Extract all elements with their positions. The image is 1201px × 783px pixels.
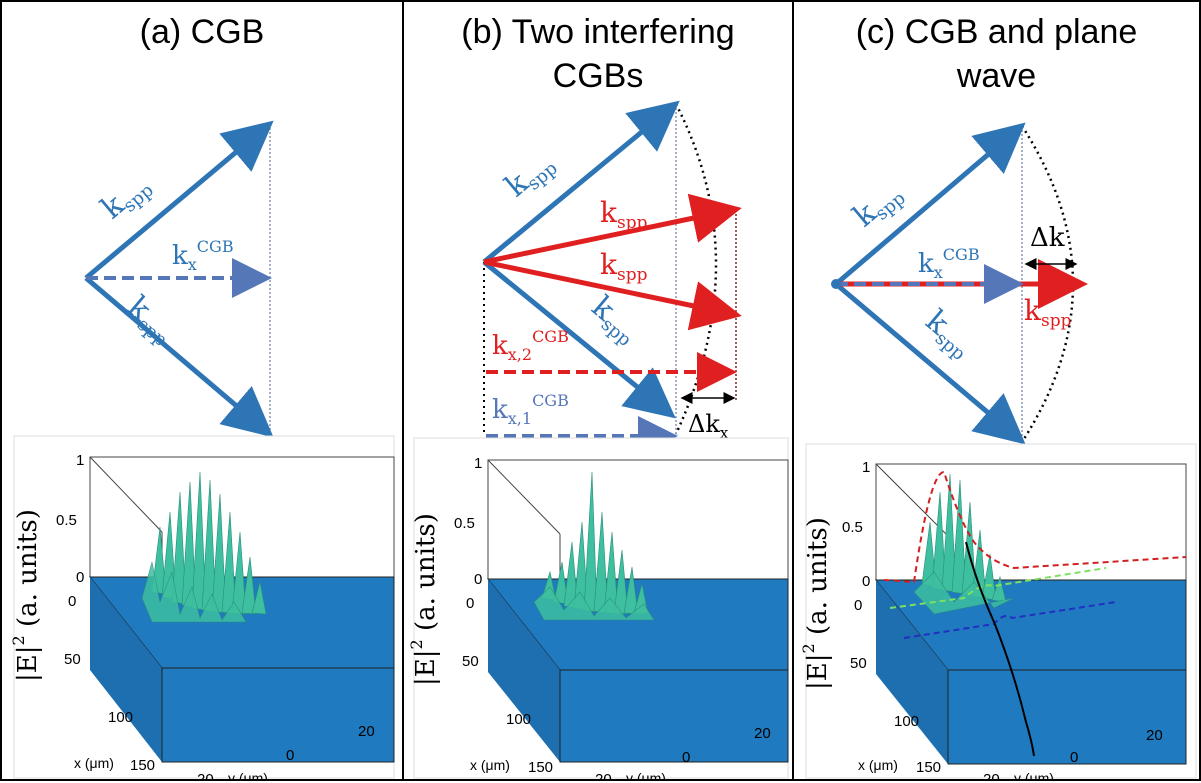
surface-front-face <box>559 669 789 763</box>
surface-front-face <box>947 669 1187 765</box>
panel-title-line1: (c) CGB and plane <box>855 13 1138 51</box>
x-tick-50: 50 <box>462 653 479 670</box>
x-tick-50: 50 <box>850 655 867 672</box>
surface-left-face <box>876 580 948 764</box>
k-spp-red-label: kspp <box>1024 294 1072 331</box>
z-tick-0: 0 <box>474 571 482 588</box>
k-spp-bottom-label: kspp <box>119 289 182 351</box>
y-tick-20: 20 <box>358 723 375 740</box>
panel-a-figure: kspp kspp kxCGB <box>9 120 395 781</box>
panel-title-line2: wave <box>956 57 1037 95</box>
k-spp-blue-bottom-label: kspp <box>583 289 646 351</box>
x-axis-label: x (μm) <box>74 755 114 771</box>
y-axis-label: y (μm) <box>1014 770 1054 781</box>
k-spp-bottom-arrow <box>84 276 274 438</box>
surface-left-face <box>488 579 560 762</box>
surface-left-face <box>90 577 162 762</box>
z-tick-1: 1 <box>862 459 870 476</box>
panel-c-figure: kspp kspp kxCGB Δk kspp <box>799 122 1197 781</box>
z-tick-05: 0.5 <box>842 519 863 536</box>
kx2-cgb-label: kx,2CGB <box>492 327 569 364</box>
z-tick-0: 0 <box>862 573 870 590</box>
kx-cgb-label: kxCGB <box>918 245 980 282</box>
black-trajectory-line <box>965 541 1035 757</box>
panel-title-line1: (b) Two interfering <box>461 13 735 51</box>
y-tick-neg20: -20 <box>590 771 612 781</box>
k-spp-bottom-arrow <box>834 282 1026 445</box>
k-spp-red-top-label: kspp <box>600 196 648 233</box>
y-tick-20: 20 <box>1146 727 1163 744</box>
k-spp-top-label: kspp <box>95 167 158 229</box>
delta-k-label: Δk <box>1030 223 1065 253</box>
y-tick-neg20: -20 <box>192 771 214 781</box>
k-spp-red-bottom-arrow <box>483 259 742 331</box>
origin-dot <box>831 279 841 289</box>
y-tick-0: 0 <box>682 749 690 766</box>
x-tick-0: 0 <box>466 595 474 612</box>
z-axis-label: |E|2 (a. units) <box>799 517 833 690</box>
k-spp-red-bottom-label: kspp <box>600 248 648 285</box>
z-tick-1: 1 <box>474 455 482 472</box>
y-tick-neg20: -20 <box>978 771 1000 781</box>
x-tick-150: 150 <box>916 759 941 776</box>
x-axis-label: x (μm) <box>470 757 510 773</box>
x-tick-100: 100 <box>108 709 133 726</box>
k-spp-blue-top-label: kspp <box>499 145 562 207</box>
k-spp-blue-top-arrow <box>482 100 680 264</box>
k-circle-arc <box>674 103 718 435</box>
surface-plot: 1 0.5 0 0 50 100 150 -20 0 20 x (μm) y (… <box>407 437 789 781</box>
x-tick-0: 0 <box>854 597 862 614</box>
surface-plot: 1 0.5 0 0 50 100 150 -20 0 20 x (μm) y (… <box>9 435 395 781</box>
y-tick-20: 20 <box>754 725 771 742</box>
z-tick-1: 1 <box>76 452 84 469</box>
x-tick-150: 150 <box>130 757 155 774</box>
surface-plot: 1 0.5 0 0 50 100 150 -20 0 20 x (μm) y (… <box>799 443 1197 781</box>
y-tick-0: 0 <box>286 747 294 764</box>
x-tick-0: 0 <box>68 593 76 610</box>
x-tick-50: 50 <box>64 651 81 668</box>
panel-a: (a) CGB kspp kspp kxCGB <box>0 0 404 781</box>
beam-peaks <box>533 471 655 621</box>
x-axis-label: x (μm) <box>858 757 898 773</box>
k-spp-blue-bottom-arrow <box>482 260 676 419</box>
panel-b: (b) Two interfering CGBs kspp kspp kspp … <box>402 0 794 781</box>
k-spp-top-arrow <box>834 122 1026 286</box>
k-spp-red-top-arrow <box>483 193 742 265</box>
y-tick-0: 0 <box>1070 749 1078 766</box>
y-axis-label: y (μm) <box>626 770 666 781</box>
k-spp-bottom-label: kspp <box>917 303 980 365</box>
z-axis-label: |E|2 (a. units) <box>407 513 441 686</box>
y-axis-label: y (μm) <box>228 770 268 781</box>
kx-cgb-label: kxCGB <box>172 237 234 274</box>
red-dashed-profile <box>883 470 1187 584</box>
x-tick-100: 100 <box>894 713 919 730</box>
k-spp-top-arrow <box>84 120 274 280</box>
delta-kx-label: Δkx <box>688 410 729 442</box>
panel-title-line2: CGBs <box>552 57 644 95</box>
z-tick-05: 0.5 <box>56 512 77 529</box>
x-tick-150: 150 <box>528 759 553 776</box>
panel-c: (c) CGB and plane wave kspp kspp kxCGB Δ… <box>792 0 1201 781</box>
panel-b-figure: kspp kspp kspp kspp kx,2CGB kx,1CGB Δkx <box>407 100 789 781</box>
z-tick-0: 0 <box>76 569 84 586</box>
x-tick-100: 100 <box>506 711 531 728</box>
beam-peaks <box>141 471 267 623</box>
beam-peaks <box>913 473 1015 615</box>
surface-front-face <box>161 667 395 763</box>
z-axis-label: |E|2 (a. units) <box>9 509 43 682</box>
kx1-cgb-label: kx,1CGB <box>492 391 569 428</box>
z-tick-05: 0.5 <box>454 515 475 532</box>
panel-title: (a) CGB <box>139 13 265 51</box>
